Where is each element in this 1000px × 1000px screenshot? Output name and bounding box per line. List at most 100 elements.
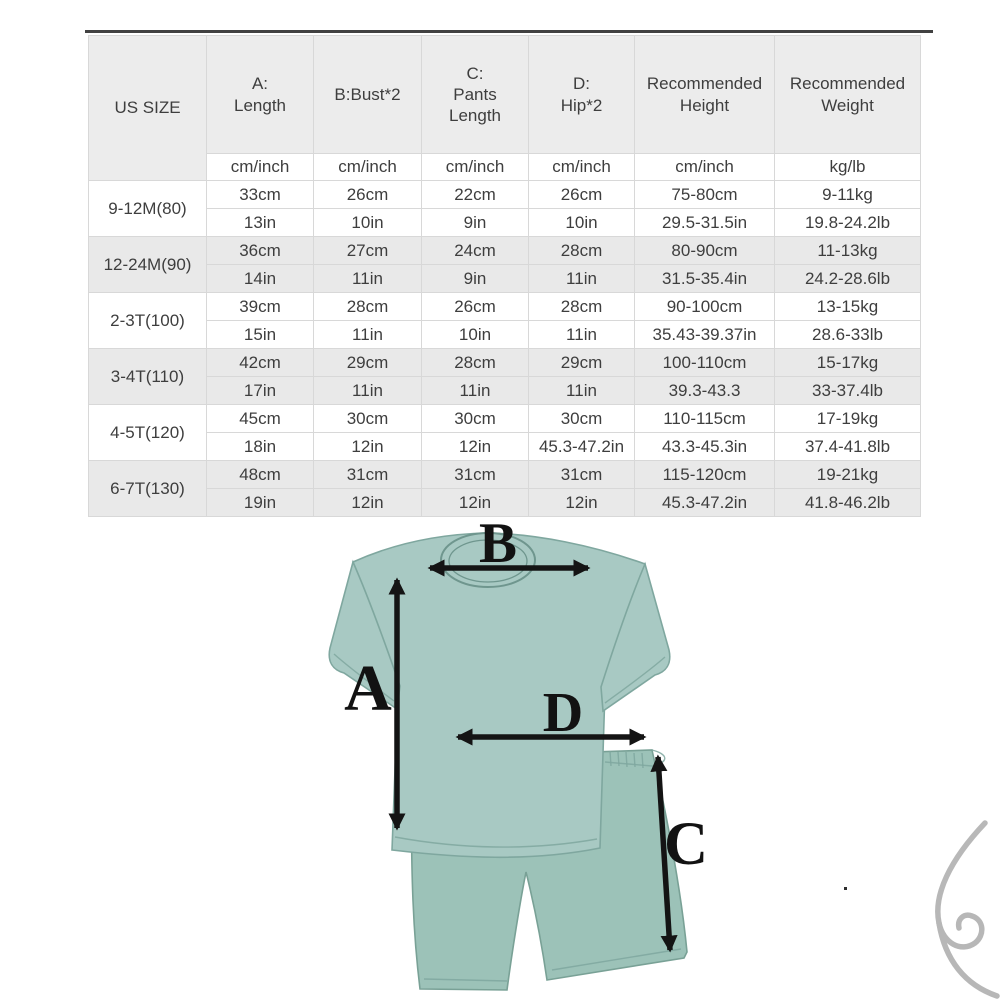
value-cell: 110-115cm [634, 404, 775, 433]
value-cell: 18in [206, 432, 314, 461]
value-cell: 41.8-46.2lb [774, 488, 921, 517]
value-cell: 27cm [313, 236, 422, 265]
column-header: Recommended Weight [774, 35, 921, 154]
value-cell: 45.3-47.2in [634, 488, 775, 517]
value-cell: 90-100cm [634, 292, 775, 321]
size-cell: 6-7T(130) [88, 460, 207, 517]
value-cell: 11-13kg [774, 236, 921, 265]
value-cell: 30cm [313, 404, 422, 433]
value-cell: 35.43-39.37in [634, 320, 775, 349]
shirt-graphic [328, 532, 671, 859]
label-d-hip: D [543, 682, 583, 744]
value-cell: 100-110cm [634, 348, 775, 377]
table-row: 2-3T(100) 39cm 28cm 26cm 28cm 90-100cm 13-15kg [88, 292, 921, 349]
header-row: US SIZE A: Length B:Bust*2 C: Pants Length D: Hi… [88, 35, 921, 181]
size-cell: 3-4T(110) [88, 348, 207, 405]
us-size-header: US SIZE [88, 35, 207, 181]
value-cell: 37.4-41.8lb [774, 432, 921, 461]
value-cell: 19.8-24.2lb [774, 208, 921, 237]
value-cell: 28.6-33lb [774, 320, 921, 349]
value-cell: 45cm [206, 404, 314, 433]
value-cell: 15-17kg [774, 348, 921, 377]
unit-cell: kg/lb [774, 153, 921, 181]
unit-cell: cm/inch [206, 153, 314, 181]
table-row: 9-12M(80) 33cm 26cm 22cm 26cm 75-80cm 9-11kg [88, 180, 921, 237]
value-cell: 75-80cm [634, 180, 775, 209]
value-cell: 33-37.4lb [774, 376, 921, 405]
value-cell: 11in [421, 376, 529, 405]
table-row: 15in 11in 10in 11in 35.43-39.37in 28.6-33lb [89, 320, 921, 349]
page-curl-decoration [935, 820, 1000, 999]
value-cell: 31cm [528, 460, 635, 489]
value-cell: 29.5-31.5in [634, 208, 775, 237]
value-cell: 11in [528, 264, 635, 293]
value-cell: 26cm [313, 180, 422, 209]
value-cell: 10in [528, 208, 635, 237]
value-cell: 29cm [313, 348, 422, 377]
value-cell: 115-120cm [634, 460, 775, 489]
column-header: C: Pants Length [421, 35, 529, 154]
value-cell: 12in [421, 432, 529, 461]
value-cell: 42cm [206, 348, 314, 377]
unit-cell: cm/inch [528, 153, 635, 181]
value-cell: 11in [313, 264, 422, 293]
table-top-border [85, 30, 933, 33]
speck-dot [844, 887, 847, 890]
value-cell: 24.2-28.6lb [774, 264, 921, 293]
size-cell: 12-24M(90) [88, 236, 207, 293]
value-cell: 19in [206, 488, 314, 517]
value-cell: 28cm [421, 348, 529, 377]
table-row: 4-5T(120) 45cm 30cm 30cm 30cm 110-115cm 17-19k… [88, 404, 921, 461]
value-cell: 39.3-43.3 [634, 376, 775, 405]
value-cell: 12in [313, 432, 422, 461]
column-header: Recommended Height [634, 35, 775, 154]
value-cell: 13-15kg [774, 292, 921, 321]
value-cell: 28cm [528, 292, 635, 321]
value-cell: 12in [528, 488, 635, 517]
value-cell: 39cm [206, 292, 314, 321]
value-cell: 14in [206, 264, 314, 293]
value-cell: 26cm [421, 292, 529, 321]
label-a-length: A [344, 652, 392, 725]
value-cell: 80-90cm [634, 236, 775, 265]
value-cell: 30cm [421, 404, 529, 433]
value-cell: 11in [528, 320, 635, 349]
unit-cell: cm/inch [421, 153, 529, 181]
value-cell: 36cm [206, 236, 314, 265]
unit-cell: cm/inch [313, 153, 422, 181]
units-row: cm/inch cm/inch cm/inch cm/inch cm/inch kg/lb [89, 153, 921, 181]
value-cell: 28cm [528, 236, 635, 265]
value-cell: 43.3-45.3in [634, 432, 775, 461]
table-row: 19in 12in 12in 12in 45.3-47.2in 41.8-46.2lb [89, 488, 921, 517]
value-cell: 31cm [421, 460, 529, 489]
size-chart: US SIZE A: Length B:Bust*2 C: Pants Length D: Hi… [88, 35, 921, 517]
label-b-bust: B [479, 512, 517, 575]
value-cell: 22cm [421, 180, 529, 209]
value-cell: 17in [206, 376, 314, 405]
value-cell: 31cm [313, 460, 422, 489]
column-header: D: Hip*2 [528, 35, 635, 154]
clothing-diagram: B A D C [328, 512, 708, 991]
table-row: 6-7T(130) 48cm 31cm 31cm 31cm 115-120cm 19-21k… [88, 460, 921, 517]
table-row: 12-24M(90) 36cm 27cm 24cm 28cm 80-90cm 11-13kg [88, 236, 921, 293]
value-cell: 33cm [206, 180, 314, 209]
value-cell: 30cm [528, 404, 635, 433]
value-cell: 9in [421, 208, 529, 237]
value-cell: 12in [421, 488, 529, 517]
table-row: 17in 11in 11in 11in 39.3-43.3 33-37.4lb [89, 376, 921, 405]
value-cell: 17-19kg [774, 404, 921, 433]
table-row: 3-4T(110) 42cm 29cm 28cm 29cm 100-110cm 15-17k… [88, 348, 921, 405]
column-header: B:Bust*2 [313, 35, 422, 154]
value-cell: 11in [313, 376, 422, 405]
value-cell: 11in [528, 376, 635, 405]
value-cell: 11in [313, 320, 422, 349]
value-cell: 48cm [206, 460, 314, 489]
unit-cell: cm/inch [634, 153, 775, 181]
value-cell: 29cm [528, 348, 635, 377]
table-row: 14in 11in 9in 11in 31.5-35.4in 24.2-28.6lb [89, 264, 921, 293]
size-table: US SIZE A: Length B:Bust*2 C: Pants Length D: Hi… [88, 35, 921, 517]
column-header: A: Length [206, 35, 314, 154]
value-cell: 26cm [528, 180, 635, 209]
size-cell: 9-12M(80) [88, 180, 207, 237]
table-row: 18in 12in 12in 45.3-47.2in 43.3-45.3in 37.4-4… [89, 432, 921, 461]
